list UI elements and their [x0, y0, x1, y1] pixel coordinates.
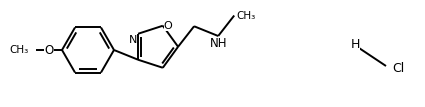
Text: H: H — [350, 37, 360, 51]
Text: CH₃: CH₃ — [10, 45, 29, 55]
Text: O: O — [164, 21, 173, 31]
Text: N: N — [129, 35, 137, 45]
Text: Cl: Cl — [392, 62, 404, 76]
Text: O: O — [44, 44, 54, 56]
Text: NH: NH — [210, 37, 227, 50]
Text: CH₃: CH₃ — [236, 10, 255, 21]
